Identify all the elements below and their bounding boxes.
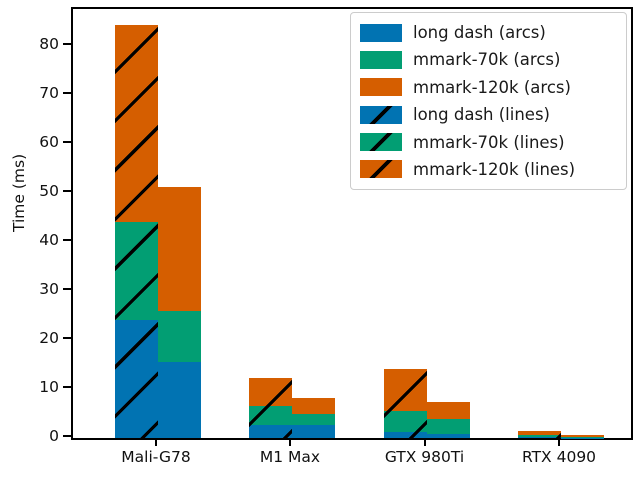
bar-arcs-rtx-4090 [561, 435, 604, 438]
y-tick-label: 50 [39, 181, 59, 200]
legend-item: mmark-120k (arcs) [360, 75, 616, 100]
bar-segment-mmark-70k-lines [115, 222, 158, 321]
y-tick-label: 0 [49, 427, 59, 445]
x-tick-mark [423, 438, 426, 446]
legend-label: mmark-120k (arcs) [413, 77, 571, 97]
legend-label: mmark-70k (lines) [413, 132, 565, 152]
bar-segment-long-dash-arcs [292, 424, 335, 438]
x-tick-mark [558, 438, 560, 446]
x-tick-mark [155, 438, 157, 446]
bar-lines-gtx-980ti [383, 368, 427, 438]
bar-arcs-mali-g78 [158, 187, 201, 438]
legend-item: mmark-70k (arcs) [360, 47, 616, 72]
legend-swatch [360, 160, 402, 179]
x-tick-label: GTX 980Ti [384, 448, 465, 466]
y-tick-label: 60 [39, 132, 59, 151]
bar-segment-mmark-120k-lines [383, 368, 427, 411]
x-tick-mark [289, 438, 291, 446]
bar-segment-long-dash-lines [115, 320, 158, 438]
bar-segment-mmark-70k-arcs [561, 436, 604, 438]
bar-segment-mmark-120k-lines [249, 377, 292, 406]
y-tick-label: 20 [39, 328, 59, 347]
y-tick-label: 10 [39, 377, 59, 396]
bar-segment-mmark-70k-arcs [426, 419, 470, 435]
bar-segment-long-dash-arcs [426, 434, 470, 438]
bar-segment-long-dash-arcs [158, 362, 201, 438]
legend-swatch [360, 23, 402, 42]
legend-swatch [360, 133, 402, 152]
legend-swatch [360, 78, 402, 97]
legend-swatch [360, 50, 402, 69]
legend-label: long dash (lines) [413, 105, 550, 125]
legend-label: long dash (arcs) [413, 23, 546, 42]
bar-segment-mmark-120k-lines [115, 24, 158, 223]
bar-lines-rtx-4090 [518, 431, 561, 438]
y-tick-mark [63, 189, 71, 192]
y-tick-label: 80 [39, 34, 59, 53]
y-tick-mark [63, 140, 71, 143]
bar-segment-mmark-70k-lines [249, 405, 292, 425]
bar-segment-mmark-120k-arcs [426, 402, 470, 420]
y-tick-label: 40 [39, 230, 59, 249]
legend-item: long dash (lines) [360, 102, 616, 127]
bar-segment-long-dash-lines [518, 437, 561, 438]
bar-segment-long-dash-lines [249, 424, 292, 438]
bar-segment-mmark-70k-arcs [158, 310, 201, 363]
legend: long dash (arcs) mmark-70k (arcs) mmark-12… [350, 12, 627, 190]
x-tick-label: M1 Max [259, 448, 321, 466]
x-tick-label: Mali-G78 [121, 448, 191, 466]
y-tick-mark [63, 385, 71, 388]
x-tick-label: RTX 4090 [521, 448, 597, 466]
y-axis-label: Time (ms) [10, 153, 28, 232]
y-tick-mark [63, 91, 71, 94]
bar-segment-mmark-70k-arcs [292, 413, 335, 425]
y-tick-label: 30 [39, 279, 59, 298]
bar-segment-mmark-70k-lines [383, 410, 427, 433]
bar-segment-long-dash-lines [383, 432, 427, 438]
legend-item: mmark-70k (lines) [360, 130, 616, 155]
y-tick-mark [63, 287, 71, 290]
y-tick-mark [63, 336, 71, 339]
bar-segment-mmark-120k-arcs [292, 398, 335, 414]
bar-lines-m1-max [249, 377, 292, 438]
bar-arcs-m1-max [292, 398, 335, 438]
legend-swatch [360, 105, 402, 124]
bar-arcs-gtx-980ti [426, 402, 470, 438]
y-tick-mark [63, 435, 71, 437]
bar-segment-mmark-120k-arcs [561, 435, 604, 437]
bar-lines-mali-g78 [115, 24, 158, 438]
y-tick-mark [63, 238, 71, 241]
legend-label: mmark-120k (lines) [413, 159, 576, 179]
y-tick-label: 70 [39, 83, 59, 102]
bar-segment-mmark-120k-arcs [158, 187, 201, 311]
y-tick-mark [63, 42, 71, 45]
legend-item: mmark-120k (lines) [360, 157, 616, 182]
legend-label: mmark-70k (arcs) [413, 50, 561, 70]
legend-item: long dash (arcs) [360, 20, 616, 45]
